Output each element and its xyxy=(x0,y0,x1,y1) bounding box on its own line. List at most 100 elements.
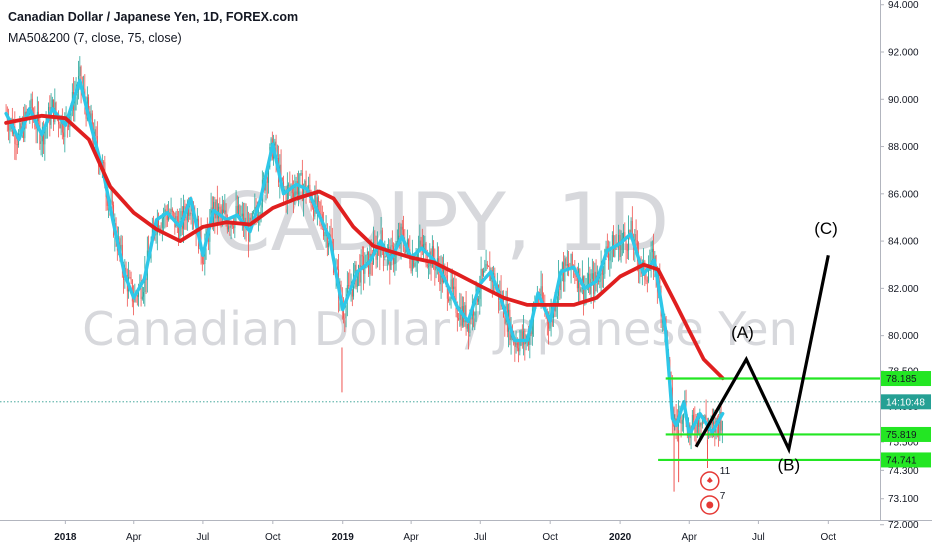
y-tick-label: 94.000 xyxy=(888,0,919,11)
candle-body xyxy=(401,226,403,230)
candle-body xyxy=(14,126,16,144)
candle-body xyxy=(103,161,105,163)
candle-body xyxy=(179,220,181,239)
candle-body xyxy=(61,116,63,133)
watermark-symbol: CADJPY, 1D xyxy=(215,176,670,269)
y-tick-label: 92.000 xyxy=(888,48,919,59)
sun-disc-icon xyxy=(706,501,714,509)
candle-body xyxy=(374,242,376,246)
candle-body xyxy=(225,210,227,221)
candle-body xyxy=(64,117,66,137)
chart-title: Canadian Dollar / Japanese Yen, 1D, FORE… xyxy=(8,10,299,24)
candle-body xyxy=(68,123,70,128)
candle-body xyxy=(549,322,551,329)
candle-body xyxy=(55,102,57,114)
candle-body xyxy=(16,144,18,146)
candle-body xyxy=(514,341,516,347)
candle-body xyxy=(588,273,590,287)
candle-body xyxy=(300,172,302,174)
candle-body xyxy=(293,193,295,198)
candle-body xyxy=(650,252,652,266)
candle-body xyxy=(223,209,225,213)
current-price-badge xyxy=(881,394,931,410)
candle-body xyxy=(250,217,252,221)
candle-body xyxy=(189,212,191,216)
candle-body xyxy=(721,420,723,431)
candle-body xyxy=(414,263,416,267)
candle-body xyxy=(354,264,356,274)
x-tick-label: Oct xyxy=(265,532,281,543)
candle-body xyxy=(479,291,481,299)
candle-body xyxy=(210,207,212,219)
candle-body xyxy=(168,215,170,220)
candle-body xyxy=(243,213,245,228)
candle-body xyxy=(385,256,387,258)
candle-body xyxy=(260,207,262,216)
candle-body xyxy=(704,415,706,420)
candle-body xyxy=(201,254,203,264)
y-tick-label: 80.000 xyxy=(888,331,919,342)
wave-label: (C) xyxy=(814,219,838,238)
candle-body xyxy=(320,211,322,215)
candle-body xyxy=(59,124,61,129)
candle-body xyxy=(423,244,425,250)
candle-body xyxy=(170,209,172,216)
x-tick-label: Jul xyxy=(752,532,765,543)
candle-body xyxy=(51,99,53,108)
candle-body xyxy=(623,232,625,239)
candle-body xyxy=(31,98,33,115)
candle-body xyxy=(410,263,412,272)
candle-body xyxy=(129,277,131,279)
candle-body xyxy=(629,229,631,233)
candle-body xyxy=(416,251,418,263)
wave-label: (A) xyxy=(731,323,754,342)
candle-body xyxy=(406,239,408,247)
candle-body xyxy=(180,211,182,221)
candle-body xyxy=(379,248,381,257)
candle-body xyxy=(504,317,506,324)
study-legend: MA50&200 (7, close, 75, close) xyxy=(8,31,182,45)
candle-body xyxy=(235,205,237,216)
candle-body xyxy=(531,320,533,335)
candle-body xyxy=(435,264,437,271)
candle-body xyxy=(404,243,406,254)
candle-body xyxy=(319,202,321,212)
candle-body xyxy=(265,177,267,191)
candle-body xyxy=(411,255,413,272)
candle-body xyxy=(449,298,451,301)
candle-body xyxy=(595,271,597,281)
candle-body xyxy=(429,251,431,266)
candle-body xyxy=(344,317,346,319)
candle-body xyxy=(556,295,558,304)
candle-body xyxy=(580,288,582,292)
candle-body xyxy=(348,285,350,287)
candle-body xyxy=(224,210,226,213)
x-tick-label: Apr xyxy=(126,532,142,543)
candle-body xyxy=(133,301,135,303)
candle-body xyxy=(719,411,721,434)
candle-body xyxy=(698,416,700,427)
candle-body xyxy=(610,249,612,254)
candle-body xyxy=(711,421,713,425)
candle-body xyxy=(391,245,393,247)
events[interactable]: 11 7 xyxy=(700,466,731,515)
candle-body xyxy=(106,196,108,206)
x-tick-label: Oct xyxy=(821,532,837,543)
candle-body xyxy=(95,129,97,137)
y-tick-label: 73.100 xyxy=(888,494,919,505)
candle-body xyxy=(624,232,626,240)
time-axis-bg xyxy=(0,520,932,550)
candle-body xyxy=(266,177,268,183)
candle-body xyxy=(486,263,488,267)
candle-body xyxy=(696,416,698,433)
candle-body xyxy=(220,209,222,215)
candle-body xyxy=(274,141,276,146)
candle-body xyxy=(228,226,230,230)
candle-body xyxy=(79,66,81,76)
candle-body xyxy=(460,307,462,326)
candle-body xyxy=(236,205,238,216)
candle-body xyxy=(326,230,328,248)
candle-body xyxy=(560,269,562,290)
candle-body xyxy=(74,95,76,111)
